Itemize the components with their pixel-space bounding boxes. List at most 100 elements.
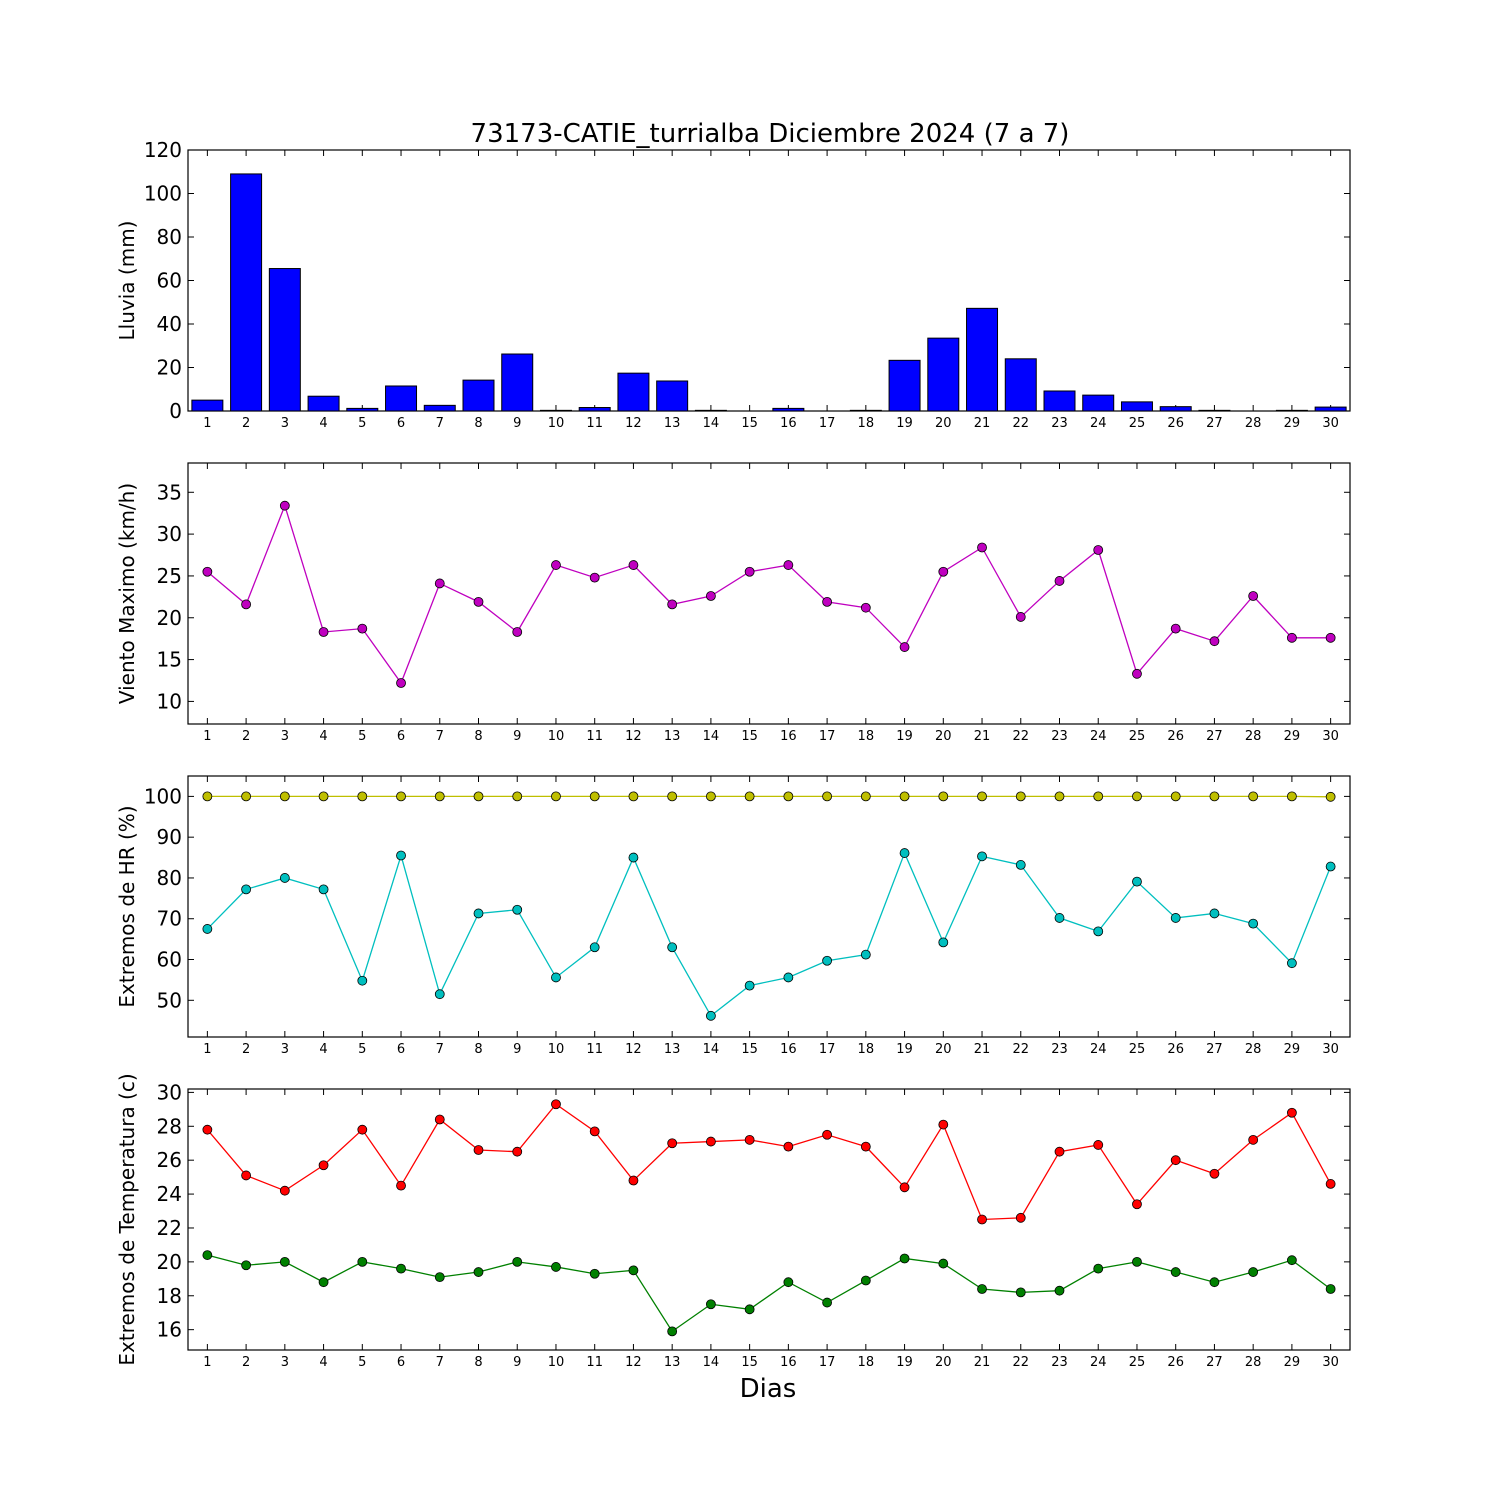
x-tick-label: 15 — [741, 1355, 758, 1370]
x-tick-label: 19 — [896, 1042, 913, 1057]
series-point — [1325, 1179, 1336, 1189]
y-tick-label: 28 — [157, 1114, 182, 1138]
y-tick-label: 100 — [144, 182, 182, 206]
series-point — [938, 1119, 949, 1130]
x-tick-label: 16 — [780, 729, 797, 744]
series-point — [1093, 926, 1104, 937]
x-tick-label: 26 — [1167, 1355, 1184, 1370]
series-point — [1170, 1267, 1181, 1277]
x-tick-label: 13 — [664, 729, 681, 744]
series-point — [1325, 1284, 1336, 1294]
x-tick-label: 23 — [1051, 729, 1068, 744]
x-tick-label: 16 — [780, 1355, 797, 1370]
x-tick-label: 29 — [1284, 1042, 1301, 1057]
x-tick-label: 7 — [436, 1355, 444, 1370]
series-point — [628, 791, 639, 802]
series-point — [783, 972, 794, 983]
x-tick-label: 26 — [1167, 416, 1184, 431]
y-tick-label: 18 — [157, 1284, 182, 1308]
rain-bar — [966, 307, 999, 412]
series-point — [899, 642, 910, 652]
x-tick-label: 27 — [1206, 416, 1223, 431]
y-tick-label: 0 — [169, 399, 182, 423]
series-point — [1287, 1255, 1297, 1266]
x-tick-label: 15 — [741, 729, 758, 744]
series-point — [473, 908, 484, 919]
x-tick-label: 22 — [1012, 1355, 1029, 1370]
series-point — [473, 1267, 484, 1277]
series-point — [318, 1160, 329, 1171]
x-tick-label: 18 — [858, 729, 875, 744]
y-tick-label: 30 — [157, 1080, 182, 1104]
x-tick-label: 21 — [974, 416, 991, 431]
x-tick-label: 15 — [741, 1042, 758, 1057]
x-tick-label: 17 — [819, 729, 836, 744]
y-tick-label: 20 — [157, 606, 182, 630]
rain-bar — [656, 380, 689, 412]
x-tick-label: 9 — [513, 416, 521, 431]
x-tick-label: 17 — [819, 1042, 836, 1057]
x-tick-label: 18 — [858, 1042, 875, 1057]
y-tick-label: 60 — [157, 269, 182, 293]
series-point — [899, 848, 910, 858]
x-tick-label: 4 — [319, 416, 327, 431]
series-point — [202, 1124, 213, 1135]
x-tick-label: 6 — [397, 416, 405, 431]
chart-title: 73173-CATIE_turrialba Diciembre 2024 (7 … — [471, 119, 1070, 149]
series-point — [279, 1256, 290, 1267]
x-tick-label: 11 — [586, 1042, 603, 1057]
x-tick-label: 23 — [1051, 1042, 1068, 1057]
x-tick-label: 22 — [1012, 1042, 1029, 1057]
series-point — [1015, 791, 1026, 802]
series-point — [396, 791, 406, 802]
x-tick-label: 6 — [397, 1355, 405, 1370]
series-point — [1054, 791, 1065, 802]
series-point — [434, 989, 445, 1000]
series-point — [860, 1141, 871, 1152]
series-point — [357, 623, 368, 634]
series-point — [1093, 545, 1104, 555]
x-tick-label: 30 — [1322, 416, 1339, 431]
x-tick-label: 30 — [1322, 1355, 1339, 1370]
y-tick-label: 80 — [157, 866, 182, 890]
x-tick-label: 19 — [896, 729, 913, 744]
series-point — [783, 560, 794, 570]
series-point — [1054, 1285, 1065, 1296]
rain-bar — [849, 409, 882, 412]
series-point — [512, 1256, 523, 1267]
series-point — [1015, 612, 1026, 622]
x-tick-label: 10 — [548, 1042, 565, 1057]
rain-bar — [1275, 409, 1308, 412]
x-tick-label: 13 — [664, 416, 681, 431]
x-tick-label: 3 — [281, 1042, 289, 1057]
series-point — [1132, 1256, 1142, 1267]
series-point — [706, 591, 716, 601]
series-point — [938, 937, 949, 948]
series-point — [1054, 913, 1065, 923]
x-tick-label: 24 — [1090, 1355, 1107, 1370]
series-point — [434, 578, 445, 589]
series-point — [1093, 791, 1104, 802]
series-point — [783, 1141, 794, 1152]
series-point — [706, 1299, 716, 1310]
series-point — [860, 1275, 871, 1286]
rain-bar — [927, 337, 960, 412]
series-point — [1209, 1168, 1220, 1179]
series-point — [667, 1138, 678, 1149]
series-point — [473, 1145, 484, 1155]
series-point — [1132, 1199, 1142, 1210]
series-point — [628, 1265, 639, 1276]
series-point — [667, 599, 678, 610]
y-tick-label: 20 — [157, 356, 182, 380]
series-point — [357, 1124, 368, 1135]
x-tick-label: 19 — [896, 1355, 913, 1370]
series-point — [977, 1214, 987, 1225]
x-tick-label: 24 — [1090, 729, 1107, 744]
x-axis-label: Dias — [740, 1374, 797, 1404]
x-tick-label: 29 — [1284, 416, 1301, 431]
series-point — [551, 791, 561, 802]
series-point — [1287, 632, 1297, 643]
x-tick-label: 2 — [242, 416, 250, 431]
